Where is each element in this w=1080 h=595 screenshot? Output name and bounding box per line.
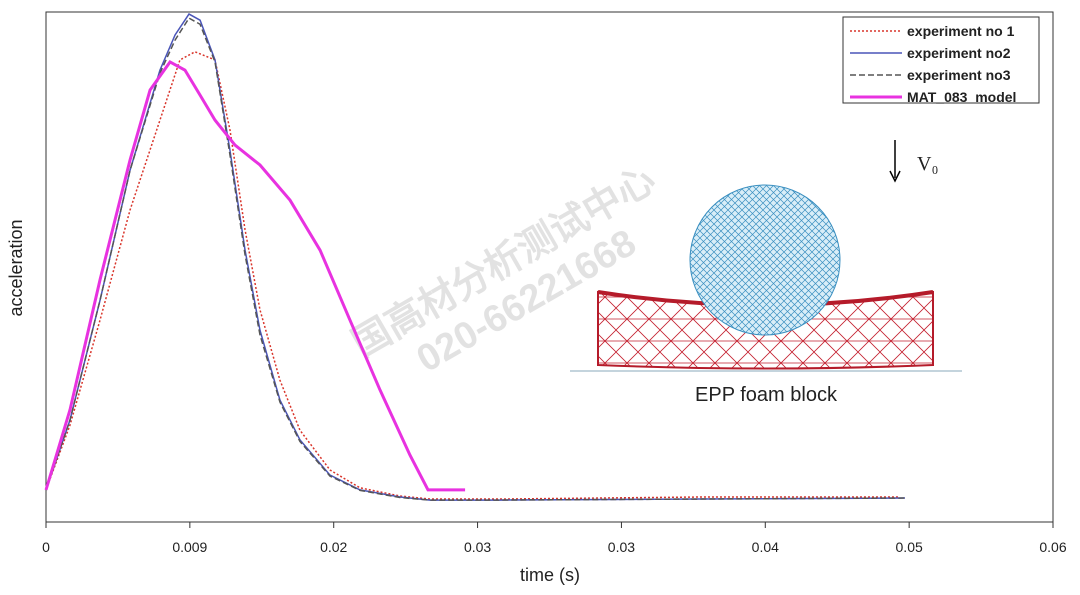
legend-label: experiment no3 [907, 67, 1011, 83]
velocity-label: V₀ [917, 153, 938, 175]
x-tick-label: 0.06 [1039, 539, 1066, 555]
x-tick-label: 0 [42, 539, 50, 555]
arrow-head [889, 170, 901, 183]
series-line [45, 50, 900, 500]
x-tick-label: 0.03 [464, 539, 491, 555]
series-line [44, 60, 466, 492]
legend-label: experiment no2 [907, 45, 1011, 61]
legend-label: MAT_083 model [907, 89, 1016, 105]
x-tick-label: 0.03 [608, 539, 635, 555]
x-tick-label: 0.05 [896, 539, 923, 555]
x-axis-label: time (s) [520, 565, 580, 585]
x-tick-label: 0.04 [752, 539, 779, 555]
y-axis-label: acceleration [6, 219, 26, 316]
watermark: 国高材分析测试中心 020-66221668 [345, 159, 662, 381]
inset-label: EPP foam block [695, 384, 838, 406]
sphere-mesh [690, 185, 840, 335]
series-line [45, 17, 905, 501]
plot-frame [45, 11, 1054, 523]
x-tick-label: 0.02 [320, 539, 347, 555]
x-tick-label: 0.009 [172, 539, 207, 555]
inset [570, 140, 962, 372]
legend-label: experiment no 1 [907, 23, 1015, 39]
